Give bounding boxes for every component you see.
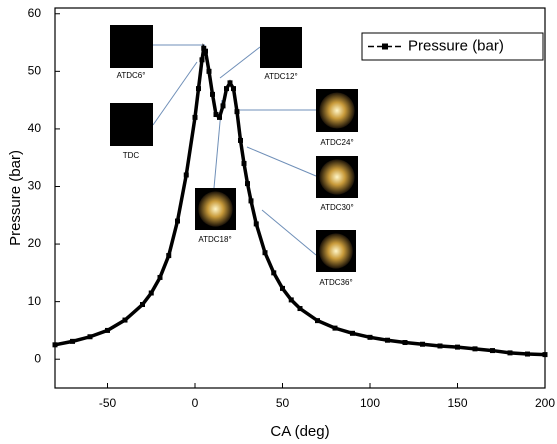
- point: [175, 218, 180, 224]
- x-tick-label: 200: [535, 396, 555, 410]
- point: [280, 285, 285, 291]
- point: [196, 86, 201, 92]
- legend-label: Pressure (bar): [408, 37, 504, 54]
- point: [542, 352, 548, 358]
- point: [213, 112, 219, 118]
- x-tick-label: 100: [360, 396, 380, 410]
- point: [332, 325, 338, 331]
- y-tick-label: 50: [28, 64, 42, 78]
- point: [70, 338, 75, 344]
- point: [199, 57, 205, 63]
- point: [192, 114, 198, 120]
- point: [183, 172, 189, 178]
- point: [166, 253, 172, 259]
- flame-glow: [198, 191, 233, 227]
- annotation-label: ATDC6°: [117, 71, 146, 80]
- point: [507, 350, 513, 356]
- point: [210, 91, 215, 97]
- y-tick-label: 20: [28, 236, 42, 250]
- annotation-label: ATDC24°: [320, 138, 353, 147]
- annotation-label: ATDC36°: [319, 278, 352, 287]
- x-tick-label: -50: [99, 396, 117, 410]
- point: [262, 250, 268, 256]
- flame-image: [260, 27, 302, 68]
- point: [87, 334, 93, 340]
- point: [437, 343, 443, 349]
- leader-line: [246, 146, 317, 177]
- y-tick-label: 60: [28, 6, 42, 20]
- point: [248, 198, 254, 204]
- point: [157, 274, 163, 280]
- point: [525, 351, 530, 357]
- point: [201, 45, 207, 51]
- point: [203, 48, 208, 54]
- point: [420, 341, 425, 347]
- y-tick-label: 30: [28, 179, 42, 193]
- point: [245, 181, 250, 187]
- flame-glow: [319, 233, 353, 269]
- flame-glow: [319, 92, 355, 129]
- point: [234, 109, 240, 115]
- point: [288, 297, 294, 303]
- y-tick-label: 10: [28, 294, 42, 308]
- annotation-label: TDC: [123, 151, 140, 160]
- point: [52, 342, 58, 348]
- point: [297, 306, 303, 312]
- flame-image: [110, 25, 153, 68]
- point: [385, 337, 390, 343]
- leader-line: [152, 61, 198, 126]
- point: [140, 302, 145, 308]
- y-tick-label: 40: [28, 121, 42, 135]
- flame-image: [110, 103, 153, 146]
- point: [271, 270, 277, 276]
- leader-line: [219, 46, 261, 79]
- point: [227, 80, 233, 86]
- point: [122, 317, 128, 323]
- y-tick-label: 0: [34, 351, 41, 365]
- point: [206, 68, 212, 74]
- x-tick-label: 50: [276, 396, 290, 410]
- annotation-label: ATDC30°: [320, 203, 353, 212]
- x-tick-label: 150: [447, 396, 467, 410]
- point: [253, 221, 259, 227]
- legend-box: [361, 32, 544, 61]
- point: [231, 86, 236, 92]
- point: [490, 348, 495, 354]
- y-axis-label: Pressure (bar): [7, 150, 24, 246]
- point: [472, 346, 478, 352]
- x-tick-label: 0: [192, 396, 199, 410]
- point: [148, 290, 154, 296]
- point: [241, 160, 247, 166]
- annotation-label: ATDC18°: [198, 235, 231, 244]
- leader-line: [261, 209, 317, 256]
- point: [367, 334, 373, 340]
- point: [224, 86, 229, 92]
- point: [315, 318, 320, 324]
- point: [402, 340, 408, 346]
- annotation-label: ATDC12°: [264, 72, 297, 81]
- point: [350, 330, 355, 336]
- point: [217, 114, 222, 120]
- flame-glow: [319, 159, 355, 195]
- plot-frame: [54, 7, 546, 389]
- point: [105, 327, 110, 333]
- point: [455, 344, 460, 350]
- point: [220, 103, 226, 109]
- legend-marker: [382, 43, 388, 50]
- x-axis-label: CA (deg): [270, 423, 329, 440]
- point: [238, 137, 243, 143]
